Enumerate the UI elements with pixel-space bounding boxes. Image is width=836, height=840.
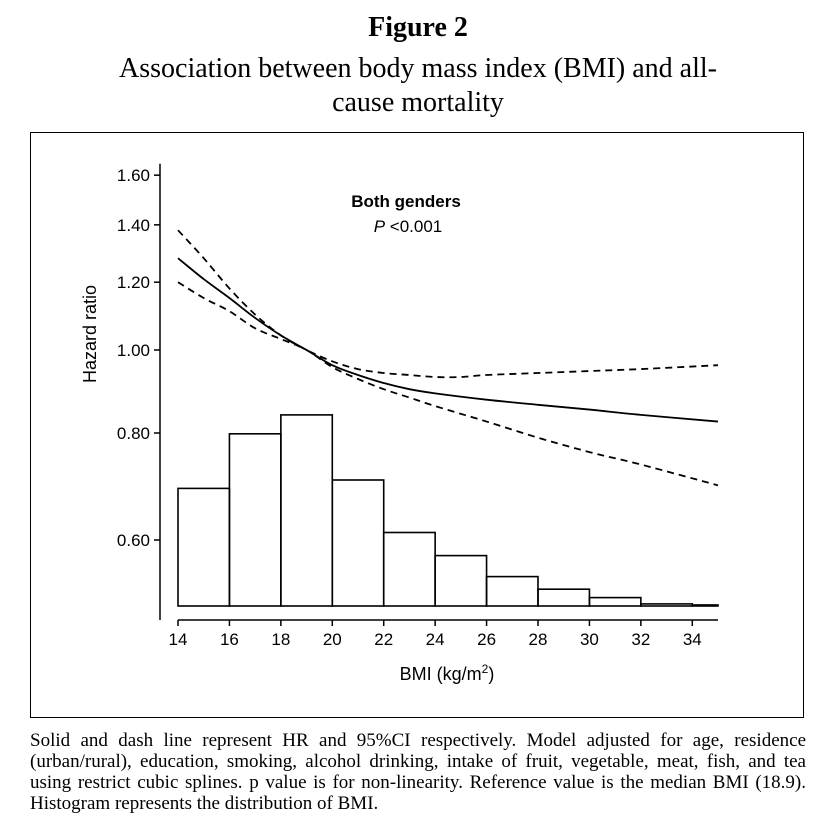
- histogram-bar: [691, 604, 719, 607]
- x-tick-label: 14: [169, 630, 188, 649]
- annotation-p-value: P <0.001: [374, 217, 443, 236]
- histogram-bar: [228, 432, 282, 607]
- y-tick-label: 1.00: [117, 341, 150, 360]
- y-tick-label: 0.80: [117, 424, 150, 443]
- annotation-group: Both genders: [351, 192, 461, 211]
- figure-subtitle: Association between body mass index (BMI…: [119, 53, 717, 118]
- histogram-bar: [485, 575, 539, 607]
- x-tick-label: 16: [220, 630, 239, 649]
- x-tick-label: 24: [426, 630, 445, 649]
- histogram: [177, 414, 719, 607]
- curves: [177, 229, 719, 487]
- hr-line: [177, 257, 719, 423]
- histogram-bar: [331, 479, 385, 607]
- y-tick-label: 1.60: [117, 166, 150, 185]
- p-value: <0.001: [390, 217, 442, 236]
- x-tick-label: 28: [529, 630, 548, 649]
- x-tick-label: 26: [477, 630, 496, 649]
- y-tick-label: 1.40: [117, 216, 150, 235]
- histogram-bar: [537, 588, 591, 607]
- x-tick-label: 18: [271, 630, 290, 649]
- histogram-bar: [640, 603, 694, 607]
- x-tick-label: 22: [374, 630, 393, 649]
- histogram-bar: [588, 596, 642, 607]
- histogram-bar: [434, 554, 488, 607]
- x-tick-label: 34: [683, 630, 702, 649]
- y-axis-label: Hazard ratio: [80, 285, 100, 383]
- ci-upper-line: [177, 229, 719, 379]
- axes: 1.60 1.40 1.20 1.00 0.80 0.60 14 16 18 20 22 24 26 28…: [117, 163, 718, 649]
- chart-frame: [30, 132, 804, 718]
- x-tick-label: 30: [580, 630, 599, 649]
- y-tick-label: 0.60: [117, 531, 150, 550]
- histogram-bar: [177, 487, 231, 607]
- x-tick-label: 32: [631, 630, 650, 649]
- p-symbol: P: [374, 217, 386, 236]
- y-tick-label: 1.20: [117, 273, 150, 292]
- figure-caption: Solid and dash line represent HR and 95%…: [30, 730, 806, 814]
- x-tick-label: 20: [323, 630, 342, 649]
- histogram-bar: [382, 531, 436, 607]
- histogram-bar: [280, 414, 334, 607]
- ci-lower-line: [177, 281, 719, 487]
- x-axis-label: BMI (kg/m2): [400, 662, 495, 684]
- figure-title: Figure 2: [368, 12, 468, 43]
